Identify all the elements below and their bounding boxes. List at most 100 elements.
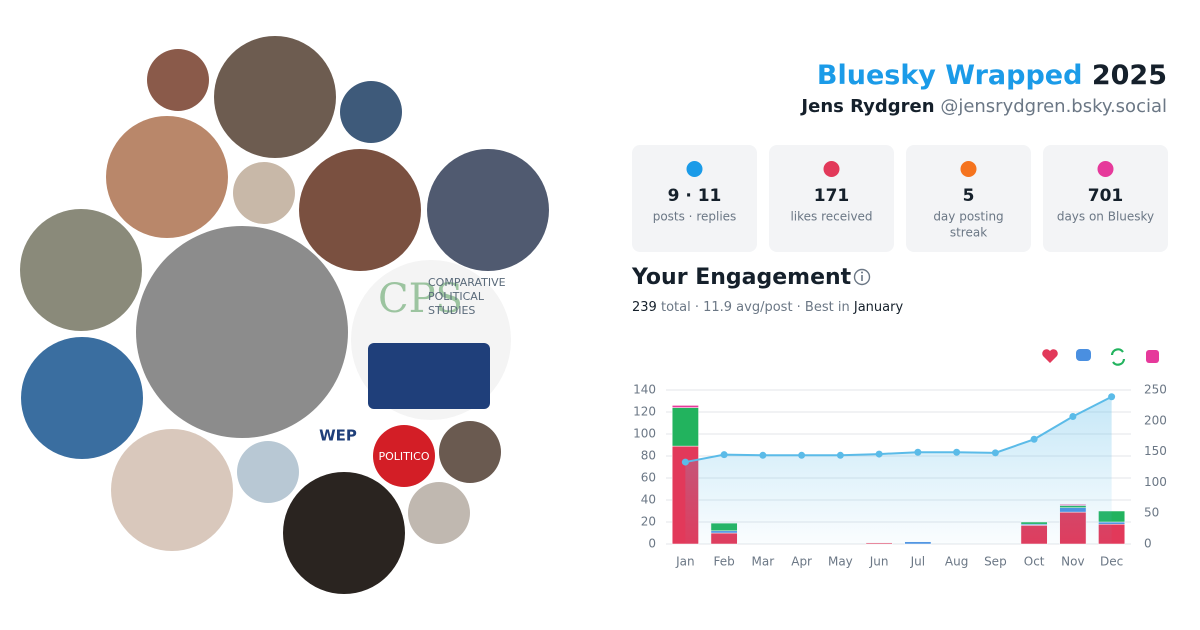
stat-label: days on Bluesky xyxy=(1057,210,1154,224)
y-tick-label: 140 xyxy=(633,383,656,397)
cps-name: POLITICAL xyxy=(428,290,485,303)
line-point xyxy=(914,448,922,456)
line-area xyxy=(685,396,1112,544)
user-handle: @jensrydgren.bsky.social xyxy=(940,96,1167,117)
avatar[interactable] xyxy=(111,429,233,551)
stat-value: 701 xyxy=(1088,186,1124,206)
stat-label: streak xyxy=(950,226,987,240)
cps-logo: CPS xyxy=(378,276,463,322)
legend-icon xyxy=(1146,350,1159,363)
avatar[interactable] xyxy=(106,116,228,238)
stat-card xyxy=(632,145,757,252)
engagement-chart: 0 20 40 60 80 100 120 140 0 50 100 150 200 250 Jan Feb M… xyxy=(633,348,1167,569)
stat-card xyxy=(1043,145,1168,252)
y2-tick-label: 100 xyxy=(1144,475,1167,489)
x-tick-label: Jan xyxy=(675,555,695,569)
stat-label: day posting xyxy=(933,210,1003,224)
y-tick-label: 0 xyxy=(648,537,656,551)
x-tick-label: Sep xyxy=(984,555,1007,569)
line-point xyxy=(953,448,961,456)
line-point xyxy=(991,449,999,457)
avatar[interactable] xyxy=(340,81,402,143)
y-tick-label: 60 xyxy=(641,471,656,485)
line-point xyxy=(1108,393,1116,401)
x-tick-label: Dec xyxy=(1100,555,1123,569)
user-line: Jens Rydgren @jensrydgren.bsky.social xyxy=(799,96,1167,117)
line-point xyxy=(759,451,767,459)
x-tick-label: Nov xyxy=(1061,555,1084,569)
cps-map xyxy=(368,343,490,409)
avatar[interactable] xyxy=(21,337,143,459)
avatar[interactable] xyxy=(233,162,295,224)
section-title: Your Engagement xyxy=(631,265,852,290)
info-icon[interactable] xyxy=(853,268,871,286)
avatar[interactable] xyxy=(373,425,435,487)
legend-toggle[interactable] xyxy=(1076,349,1091,361)
line-point xyxy=(1030,435,1038,443)
line-point xyxy=(875,450,883,458)
x-tick-label: Aug xyxy=(945,555,968,569)
stat-value: 171 xyxy=(814,186,850,206)
legend-icon xyxy=(1110,348,1126,366)
stat-card xyxy=(906,145,1031,252)
line-point xyxy=(720,451,728,459)
x-tick-label: Oct xyxy=(1024,555,1045,569)
legend-toggle[interactable] xyxy=(1110,348,1126,366)
summary: 239 total · 11.9 avg/post · Best in Janu… xyxy=(632,300,903,315)
y-tick-label: 20 xyxy=(641,515,656,529)
legend-icon xyxy=(1042,349,1058,363)
avatar[interactable] xyxy=(214,36,336,158)
y-tick-label: 100 xyxy=(633,427,656,441)
y2-tick-label: 0 xyxy=(1144,537,1152,551)
avatar[interactable] xyxy=(283,472,405,594)
wep-logo: WEP xyxy=(319,427,357,445)
bar-segment xyxy=(671,405,699,408)
politico-logo: POLITICO xyxy=(379,450,430,463)
avatar[interactable] xyxy=(408,482,470,544)
y-tick-label: 120 xyxy=(633,405,656,419)
x-tick-label: Feb xyxy=(714,555,735,569)
line-point xyxy=(1069,412,1077,420)
avatar[interactable] xyxy=(20,209,142,331)
avatar[interactable] xyxy=(237,441,299,503)
summary-total: 239 xyxy=(632,300,657,315)
avatar[interactable] xyxy=(147,49,209,111)
line-point xyxy=(681,458,689,466)
stat-card xyxy=(769,145,894,252)
x-tick-label: Apr xyxy=(791,555,812,569)
summary-text: total · 11.9 avg/post · Best in xyxy=(661,300,850,315)
title: Bluesky Wrapped 2025 xyxy=(817,60,1167,91)
y2-tick-label: 250 xyxy=(1144,383,1167,397)
stat-label: posts · replies xyxy=(653,210,737,224)
line-point xyxy=(836,451,844,459)
user-name: Jens Rydgren xyxy=(799,96,934,117)
line xyxy=(685,395,1113,464)
x-tick-label: May xyxy=(828,555,853,569)
x-tick-label: Jun xyxy=(869,555,889,569)
stat-icon xyxy=(823,161,840,177)
legend-toggle[interactable] xyxy=(1042,349,1058,363)
avatar[interactable] xyxy=(299,149,421,271)
avatar[interactable] xyxy=(136,226,348,438)
legend-toggle[interactable] xyxy=(1146,350,1159,363)
stat-icon xyxy=(960,161,977,177)
title-brand: Bluesky Wrapped xyxy=(817,60,1083,91)
y-tick-label: 40 xyxy=(641,493,656,507)
title-year: 2025 xyxy=(1092,60,1167,91)
line-point xyxy=(798,451,806,459)
stat-value: 5 xyxy=(963,186,975,206)
y2-tick-label: 150 xyxy=(1144,444,1167,458)
bar-segment xyxy=(671,407,699,447)
x-tick-label: Mar xyxy=(752,555,775,569)
stat-icon xyxy=(1097,161,1114,177)
avatar[interactable] xyxy=(439,421,501,483)
avatar[interactable] xyxy=(427,149,549,271)
cps-name: COMPARATIVE xyxy=(428,276,506,289)
stat-icon xyxy=(686,161,703,177)
stat-label: likes received xyxy=(790,210,872,224)
stat-cards: 9 · 11 posts · replies 171 likes received 5 d… xyxy=(632,145,1168,252)
summary-best: January xyxy=(853,300,904,315)
legend-icon xyxy=(1076,349,1091,361)
